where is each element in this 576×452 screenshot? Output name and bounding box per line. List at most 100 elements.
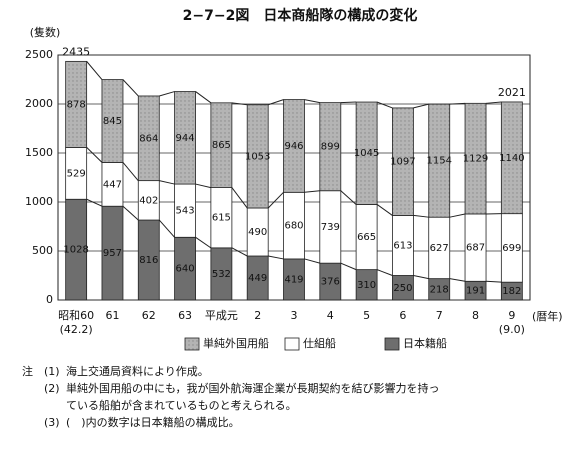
value-label: 191	[466, 286, 485, 297]
x-sublabel: (42.2)	[60, 323, 93, 336]
value-label: 687	[466, 243, 485, 254]
y-tick-label: 1000	[25, 195, 53, 208]
value-label: 1097	[390, 157, 415, 168]
connector	[195, 91, 212, 104]
connector	[486, 280, 502, 283]
legend-label: 単純外国用船	[203, 336, 269, 350]
value-label: 957	[103, 248, 122, 259]
value-label: 447	[103, 179, 122, 190]
connector	[195, 236, 212, 249]
value-label: 665	[357, 232, 376, 243]
value-label: 680	[284, 221, 303, 232]
connector	[267, 191, 284, 209]
x-tick-label: 6	[399, 309, 406, 322]
value-label: 640	[176, 264, 195, 275]
bar-segment	[319, 102, 342, 192]
bar-segment	[464, 102, 487, 215]
bar-segment	[392, 107, 414, 216]
value-label: 899	[321, 142, 340, 153]
connector	[376, 101, 393, 109]
note-text: ている船舶が含まれているものと考えられる。	[66, 398, 297, 412]
value-label: 946	[284, 141, 303, 152]
value-label: 878	[67, 99, 86, 110]
note-number: (1)	[44, 365, 60, 378]
connector	[86, 61, 103, 80]
note-text: 単純外国用船の中にも，我が国外航海運企業が長期契約を結び影響力を持っ	[66, 381, 440, 395]
note-text: 海上交通局資料により作成。	[66, 364, 209, 378]
y-tick-label: 500	[32, 244, 53, 257]
value-label: 419	[284, 274, 303, 285]
legend-swatch	[184, 337, 200, 351]
chart-title: 2−7−2図 日本商船隊の構成の変化	[183, 7, 418, 24]
x-tick-label: 7	[436, 309, 443, 322]
value-label: 739	[321, 222, 340, 233]
value-label: 944	[176, 133, 195, 144]
y-tick-label: 2500	[25, 48, 53, 61]
value-label: 543	[176, 206, 195, 217]
legend-label: 仕組船	[303, 336, 336, 350]
connector	[340, 262, 357, 271]
bar-segment	[174, 91, 196, 185]
legend-swatch	[384, 337, 400, 351]
connector	[304, 258, 320, 264]
value-label: 182	[502, 286, 521, 297]
legend-label: 日本籍船	[403, 336, 447, 350]
value-label: 613	[393, 240, 412, 251]
value-label: 864	[139, 133, 158, 144]
connector	[159, 180, 175, 185]
value-label: 250	[393, 283, 412, 294]
x-tick-label: 2	[254, 309, 261, 322]
bar-segment	[283, 99, 305, 193]
connector	[485, 101, 502, 104]
connector	[122, 162, 139, 181]
connector	[304, 190, 320, 193]
connector	[449, 213, 466, 218]
connector	[122, 205, 139, 221]
connector	[449, 278, 466, 282]
note-mark: 注	[22, 364, 33, 378]
bar-segment	[428, 103, 451, 218]
bar-segment	[65, 60, 88, 148]
x-tick-label: 4	[327, 309, 334, 322]
value-label: 1045	[354, 148, 379, 159]
connector	[231, 102, 248, 106]
connector	[86, 198, 103, 207]
value-label: 490	[248, 227, 267, 238]
x-tick-label: 5	[363, 309, 370, 322]
note-text: ( )内の数字は日本籍船の構成比。	[66, 415, 240, 429]
connector	[376, 269, 393, 276]
value-label: 627	[430, 243, 449, 254]
x-tick-label: 8	[472, 309, 479, 322]
x-tick-label: 62	[142, 309, 156, 322]
connector	[195, 183, 211, 189]
legend-swatch	[284, 337, 300, 351]
x-tick-label: 昭和60	[58, 309, 94, 322]
bar-segment	[246, 104, 269, 209]
y-tick-label: 2000	[25, 97, 53, 110]
x-tick-label: 9	[508, 309, 515, 322]
total-label: 2021	[498, 86, 526, 99]
x-tick-label: 61	[105, 309, 119, 322]
value-label: 310	[357, 280, 376, 291]
value-label: 845	[103, 116, 122, 127]
bar-segment	[355, 101, 378, 205]
connector	[413, 214, 429, 218]
connector	[158, 219, 175, 238]
value-label: 865	[212, 140, 231, 151]
bar-segment	[210, 102, 233, 188]
value-label: 615	[212, 213, 231, 224]
connector	[340, 101, 357, 104]
value-label: 529	[67, 168, 86, 179]
value-label: 402	[139, 195, 158, 206]
note-number: (3)	[44, 416, 60, 429]
connector	[159, 91, 175, 97]
x-tick-label: 3	[291, 309, 298, 322]
value-label: 699	[502, 243, 521, 254]
bar-segment	[500, 101, 523, 215]
connector	[86, 147, 103, 163]
value-label: 376	[321, 277, 340, 288]
value-label: 449	[248, 273, 267, 284]
connector	[268, 99, 284, 106]
value-label: 1053	[245, 151, 270, 162]
